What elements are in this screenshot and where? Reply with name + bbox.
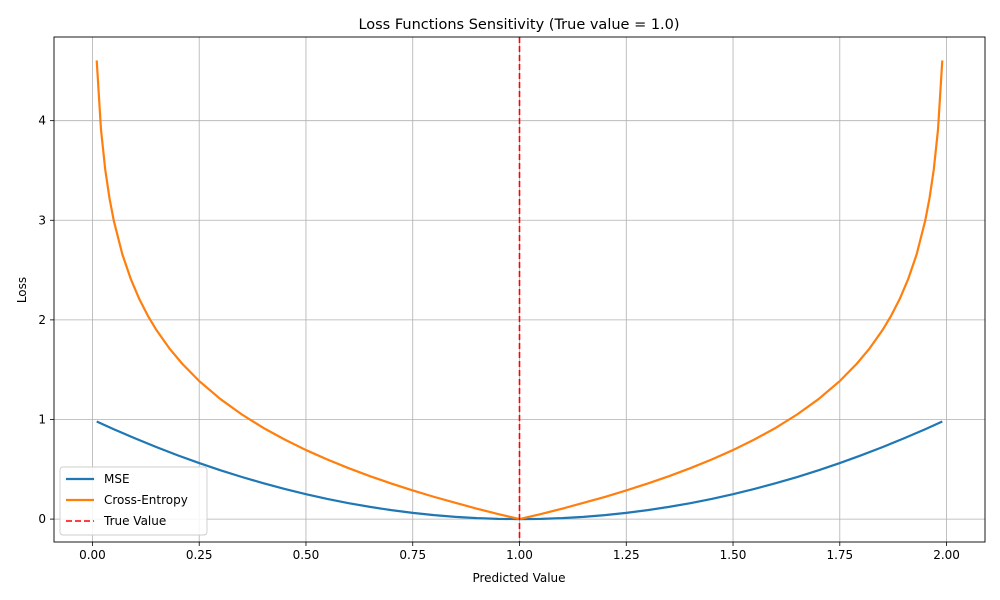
- x-tick-label: 0.75: [399, 548, 426, 562]
- x-axis: 0.00 0.25 0.50 0.75 1.00 1.25 1.50 1.75 2.00: [79, 542, 960, 562]
- legend: MSE Cross-Entropy True Value: [59, 466, 208, 536]
- x-tick-label: 2.00: [933, 548, 960, 562]
- y-tick-label: 0: [38, 512, 46, 526]
- x-tick-label: 1.00: [506, 548, 533, 562]
- y-tick-label: 4: [38, 114, 46, 128]
- x-axis-label: Predicted Value: [472, 571, 565, 585]
- chart-title: Loss Functions Sensitivity (True value =…: [358, 17, 679, 33]
- legend-label: True Value: [103, 514, 166, 528]
- x-tick-label: 1.25: [613, 548, 640, 562]
- y-axis: 0 1 2 3 4: [38, 114, 54, 526]
- legend-label: Cross-Entropy: [104, 493, 188, 507]
- x-tick-label: 1.50: [720, 548, 747, 562]
- y-tick-label: 1: [38, 412, 46, 426]
- legend-label: MSE: [104, 472, 130, 486]
- legend-box: [59, 466, 208, 536]
- y-tick-label: 2: [38, 313, 46, 327]
- y-tick-label: 3: [38, 213, 46, 227]
- y-axis-label: Loss: [15, 277, 29, 303]
- x-tick-label: 0.00: [79, 548, 106, 562]
- plot-area: [95, 37, 944, 542]
- x-tick-label: 0.50: [293, 548, 320, 562]
- x-tick-label: 1.75: [826, 548, 853, 562]
- x-tick-label: 0.25: [186, 548, 213, 562]
